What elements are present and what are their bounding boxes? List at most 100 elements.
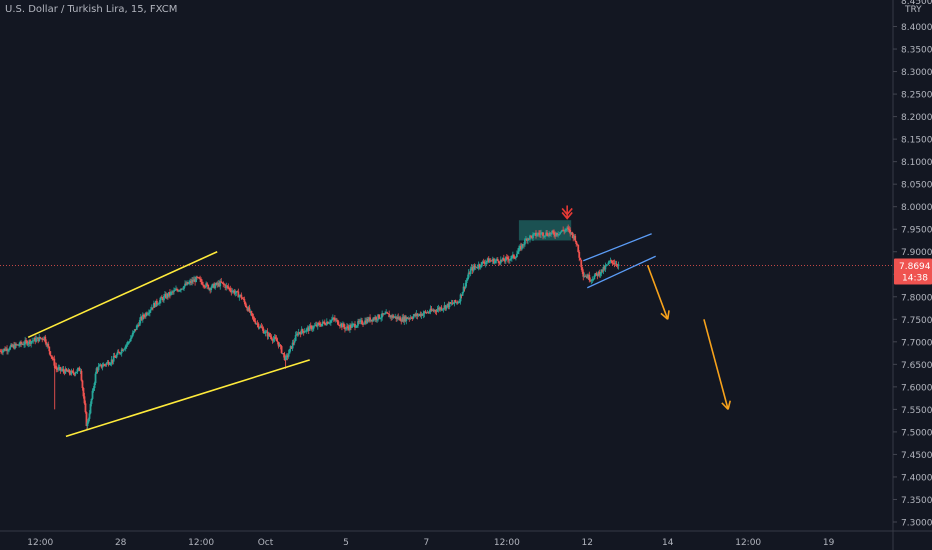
y-tick-label: 8.0000 — [901, 203, 932, 213]
candle-body — [161, 297, 163, 299]
candle-body — [539, 233, 541, 235]
candle-body — [174, 290, 176, 291]
candle-body — [446, 303, 449, 306]
candle-body — [587, 274, 590, 279]
bar-countdown: 14:38 — [902, 274, 928, 284]
candle-body — [39, 336, 42, 339]
candle-body — [231, 291, 234, 293]
candle-body — [190, 281, 192, 283]
candle-body — [137, 324, 140, 326]
candle-body — [6, 348, 8, 352]
candle-body — [72, 371, 75, 374]
candle-body — [437, 307, 440, 310]
candle-body — [241, 297, 244, 299]
candle-body — [315, 324, 318, 327]
candle-body — [552, 231, 554, 233]
candle-body — [393, 317, 396, 318]
candle-body — [259, 326, 262, 328]
candle-body — [298, 332, 301, 333]
candle-body — [187, 282, 189, 284]
candle-body — [204, 286, 207, 288]
candle-body — [165, 294, 167, 298]
candle-body — [60, 369, 63, 371]
candle-body — [203, 285, 206, 287]
y-tick-label: 7.6500 — [901, 361, 932, 371]
x-tick-label: 12:00 — [27, 538, 53, 548]
candle-body — [530, 235, 532, 237]
candle-body — [504, 257, 507, 262]
candle-body — [167, 294, 169, 297]
candle-body — [549, 233, 551, 235]
candle-body — [574, 235, 577, 241]
candle-body — [45, 342, 48, 346]
candle-body — [578, 251, 581, 258]
x-tick-label: 12 — [582, 538, 593, 548]
candle-body — [565, 229, 568, 231]
candle-body — [118, 352, 121, 354]
candle-body — [597, 271, 600, 277]
candle-body — [328, 322, 331, 324]
candle-body — [313, 325, 316, 327]
candle-body — [458, 301, 461, 303]
candle-body — [100, 364, 103, 368]
y-tick-label: 7.9000 — [901, 248, 932, 258]
candle-body — [391, 315, 394, 318]
candle-body — [486, 258, 489, 261]
candle-body — [361, 320, 363, 324]
candle-body — [184, 283, 186, 287]
candle-body — [56, 369, 59, 370]
candle-body — [493, 260, 496, 264]
candle-body — [496, 259, 499, 261]
candle-body — [314, 324, 317, 326]
candle-body — [1, 351, 3, 353]
candle-body — [106, 361, 109, 363]
candle-body — [264, 331, 267, 333]
candle-body — [450, 302, 453, 304]
candle-body — [482, 261, 485, 263]
candle-body — [301, 329, 304, 332]
candle-body — [546, 232, 548, 236]
candle-body — [571, 232, 574, 235]
candle-body — [415, 313, 418, 316]
candle-body — [394, 316, 397, 318]
candle-body — [0, 350, 2, 352]
candle-body — [216, 282, 219, 285]
candle-body — [265, 331, 268, 333]
y-tick-label: 7.7000 — [901, 338, 932, 348]
candle-body — [426, 312, 429, 313]
candle-body — [88, 413, 91, 419]
candle-body — [323, 322, 326, 325]
candle-body — [383, 313, 386, 315]
candle-body — [252, 316, 255, 319]
candle-body — [593, 275, 596, 280]
candle-body — [182, 288, 184, 290]
candle-body — [434, 310, 437, 312]
candle-body — [410, 317, 413, 319]
candle-body — [257, 323, 260, 328]
candle-body — [42, 339, 45, 341]
candle-body — [249, 311, 252, 312]
candle-body — [559, 232, 562, 235]
candle-body — [158, 300, 161, 304]
candle-body — [191, 280, 193, 283]
candle-body — [346, 326, 348, 329]
candle-body — [490, 260, 493, 262]
candle-body — [149, 309, 152, 311]
candle-body — [5, 348, 7, 351]
candle-body — [512, 254, 515, 258]
candle-body — [376, 319, 379, 321]
candle-body — [456, 302, 459, 303]
candle-body — [120, 349, 123, 354]
candle-body — [405, 317, 408, 322]
candle-body — [570, 232, 573, 234]
candle-body — [325, 321, 328, 325]
candle-body — [449, 302, 452, 304]
candle-body — [27, 343, 30, 345]
candle-body — [588, 274, 591, 281]
candle-body — [477, 264, 480, 268]
candle-body — [101, 366, 104, 368]
candle-body — [430, 308, 433, 311]
candle-body — [54, 365, 57, 367]
candle-body — [390, 315, 393, 318]
